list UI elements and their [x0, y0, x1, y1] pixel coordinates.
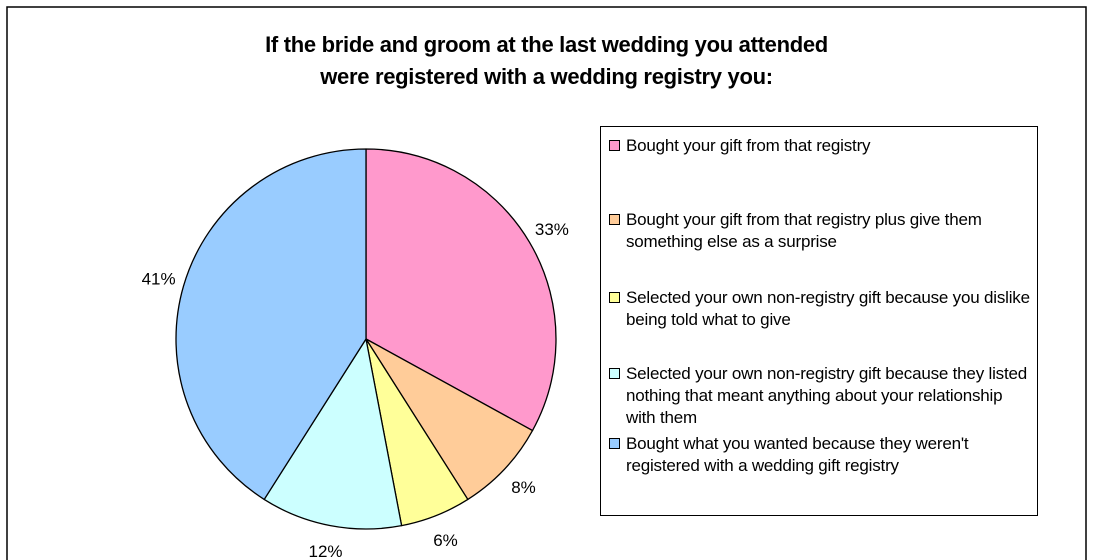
slice-registry — [365, 148, 557, 432]
legend-item: Selected your own non-registry gift beca… — [609, 363, 1034, 429]
legend-item: Bought what you wanted because they were… — [609, 433, 1034, 477]
slice-registry-plus-surprise — [365, 338, 534, 501]
chart-title-line-2: were registered with a wedding registry … — [320, 64, 773, 89]
legend-item: Selected your own non-registry gift beca… — [609, 287, 1034, 331]
legend-label: Bought your gift from that registry — [626, 136, 871, 155]
legend-item: Bought your gift from that registry — [609, 135, 1034, 157]
slice-not-registered — [175, 148, 367, 501]
legend-item: Bought your gift from that registry plus… — [609, 209, 1034, 253]
slice-percent-label: 33% — [535, 220, 569, 239]
legend-swatch — [609, 292, 620, 303]
legend-label: Bought what you wanted because they were… — [626, 434, 969, 475]
legend-swatch — [609, 368, 620, 379]
legend-label: Selected your own non-registry gift beca… — [626, 288, 1030, 329]
legend-swatch — [609, 214, 620, 225]
legend-swatch — [609, 140, 620, 151]
legend-label: Selected your own non-registry gift beca… — [626, 364, 1028, 427]
chart-title-line-1: If the bride and groom at the last weddi… — [265, 32, 828, 57]
chart-legend: Bought your gift from that registry Boug… — [600, 126, 1038, 516]
legend-swatch — [609, 438, 620, 449]
slice-percent-label: 12% — [308, 542, 342, 560]
pie-chart: 33% 8% 6% 12% 41% — [142, 148, 569, 560]
slice-percent-label: 8% — [511, 478, 536, 497]
slice-percent-label: 41% — [142, 270, 176, 289]
slice-percent-label: 6% — [433, 531, 458, 550]
slice-own-nothing-meaningful — [263, 338, 403, 530]
legend-label: Bought your gift from that registry plus… — [626, 210, 982, 251]
